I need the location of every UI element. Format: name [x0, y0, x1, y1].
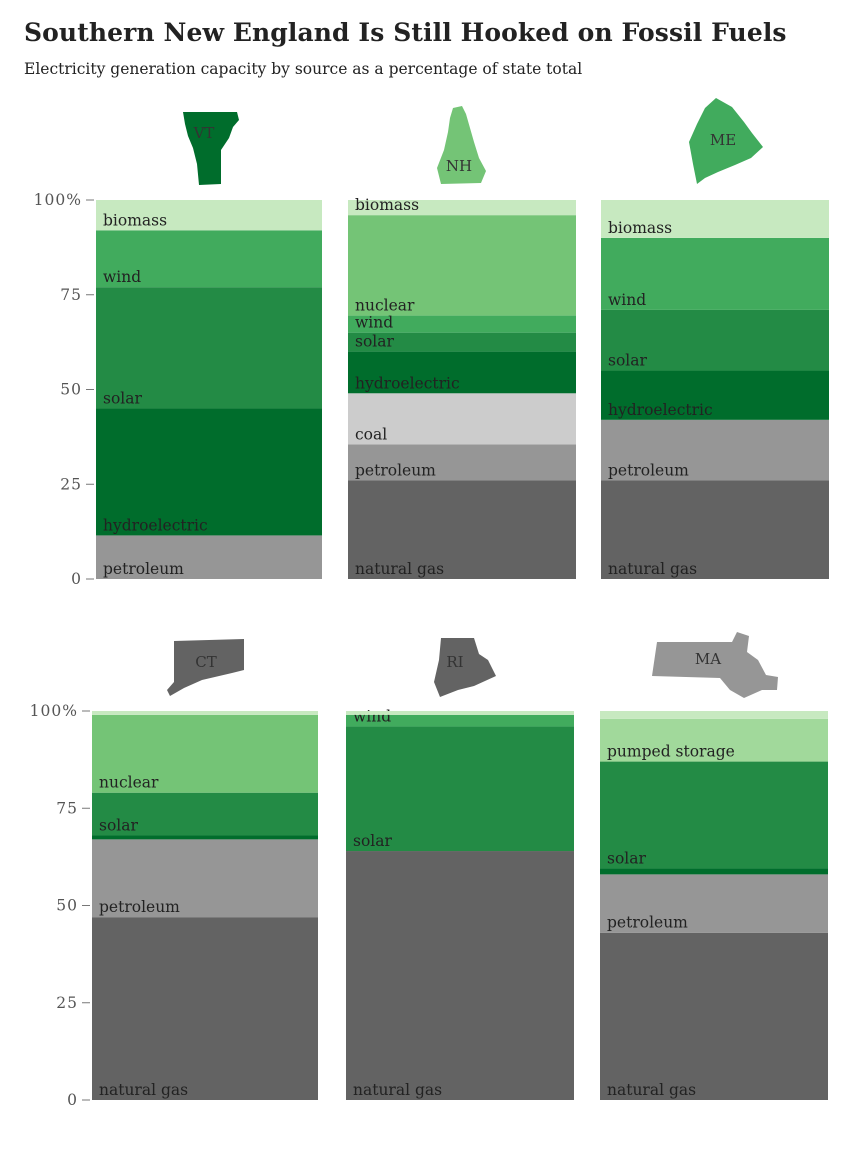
bar-segment-solar [92, 792, 318, 836]
panel-ma: MA natural gas petroleum solar pumped storag… [600, 632, 828, 1100]
segment-label: petroleum [608, 461, 689, 479]
segment-label: hydroelectric [103, 516, 208, 534]
panel-me: ME natural gas petroleum hydroelectric solar… [601, 98, 829, 579]
y-tick-label: 25 [56, 994, 78, 1012]
segment-label: natural gas [355, 560, 444, 578]
bar-segment-nuclear [92, 714, 318, 793]
segment-label: solar [103, 389, 142, 407]
segment-label: solar [99, 816, 138, 834]
segment-label: coal [355, 425, 387, 443]
bar-segment-wind [346, 714, 574, 727]
bar-segment-petroleum [96, 535, 322, 579]
bar-segment-biomass [601, 200, 829, 238]
bar-segment-petroleum [600, 874, 828, 933]
bar-segment-biomass [96, 200, 322, 231]
y-tick-label: 25 [60, 475, 82, 493]
segment-label: biomass [355, 196, 419, 214]
chart-title: Southern New England Is Still Hooked on … [24, 18, 787, 47]
bar-segment-wind [96, 230, 322, 288]
state-label: VT [193, 124, 215, 142]
bar-segment-nuclear [348, 215, 576, 316]
segment-label: natural gas [608, 560, 697, 578]
bar-segment-wind [601, 237, 829, 310]
bar-segment-biomass [346, 711, 574, 715]
bar-segment-biomass [92, 711, 318, 715]
segment-label: nuclear [99, 774, 159, 792]
state-label: RI [446, 653, 463, 671]
state-shape-ct [167, 639, 244, 696]
bar-segment-solar [346, 726, 574, 852]
segment-label: solar [353, 832, 392, 850]
segment-label: natural gas [607, 1081, 696, 1099]
segment-label: natural gas [99, 1081, 188, 1099]
segment-label: solar [608, 352, 647, 370]
panel-ct: CT natural gas petroleum solar nuclear 0 25 50 7… [30, 639, 318, 1109]
segment-label: biomass [103, 211, 167, 229]
segment-label: petroleum [355, 461, 436, 479]
segment-label: wind [353, 708, 391, 726]
state-shape-ri [434, 638, 496, 697]
y-tick-label: 75 [60, 286, 82, 304]
bar-segment-biomass [600, 711, 828, 719]
y-tick-label: 100% [30, 702, 78, 720]
bar-segment-hydroelectric [348, 351, 576, 394]
segment-label: wind [355, 314, 393, 332]
state-shape-me [689, 98, 763, 184]
segment-label: hydroelectric [355, 374, 460, 392]
bar-segment-natural-gas [346, 851, 574, 1100]
bar-segment-solar [601, 309, 829, 371]
bar-segment-natural-gas [348, 480, 576, 579]
y-tick-label: 0 [67, 1091, 78, 1109]
segment-label: wind [608, 291, 646, 309]
panel-nh: NH natural gas petroleum coal hydroelectric s… [348, 106, 576, 579]
segment-label: natural gas [353, 1081, 442, 1099]
segment-label: wind [103, 268, 141, 286]
bar-segment-biomass [348, 200, 576, 216]
bar-segment-solar [348, 332, 576, 352]
state-label: CT [195, 653, 216, 671]
bar-segment-solar [96, 287, 322, 409]
segment-label: nuclear [355, 297, 415, 315]
bar-segment-hydroelectric [601, 370, 829, 420]
state-label: ME [710, 131, 736, 149]
bar-segment-solar [600, 761, 828, 869]
y-tick-label: 75 [56, 799, 78, 817]
segment-label: petroleum [607, 914, 688, 932]
state-shape-nh [437, 106, 486, 184]
bar-segment-natural-gas [92, 917, 318, 1100]
bar-segment-hydroelectric [92, 835, 318, 840]
state-label: NH [446, 157, 472, 175]
segment-label: hydroelectric [608, 401, 713, 419]
state-shape-ma [652, 632, 778, 698]
segment-label: pumped storage [607, 743, 735, 761]
bar-segment-wind [348, 315, 576, 333]
bar-segment-petroleum [92, 839, 318, 918]
y-tick-label: 0 [71, 570, 82, 588]
bar-segment-coal [348, 393, 576, 445]
chart-subtitle: Electricity generation capacity by sourc… [24, 60, 583, 78]
segment-label: solar [607, 850, 646, 868]
bar-segment-petroleum [348, 444, 576, 481]
bar-segment-natural-gas [601, 480, 829, 579]
segment-label: petroleum [103, 560, 184, 578]
segment-label: biomass [608, 219, 672, 237]
state-shape-vt [183, 112, 239, 185]
state-label: MA [695, 650, 721, 668]
bar-segment-petroleum [601, 419, 829, 481]
bar-segment-pumped-storage [600, 718, 828, 762]
bar-segment-hydroelectric [600, 868, 828, 875]
y-tick-label: 50 [60, 381, 82, 399]
y-tick-label: 50 [56, 897, 78, 915]
y-tick-label: 100% [34, 191, 82, 209]
segment-label: solar [355, 333, 394, 351]
bar-segment-natural-gas [600, 932, 828, 1100]
panel-vt: VT petroleum hydroelectric solar wind biomass… [34, 112, 322, 588]
panel-ri: RI natural gas solar wind [346, 638, 574, 1100]
segment-label: petroleum [99, 898, 180, 916]
bar-segment-hydroelectric [96, 408, 322, 536]
